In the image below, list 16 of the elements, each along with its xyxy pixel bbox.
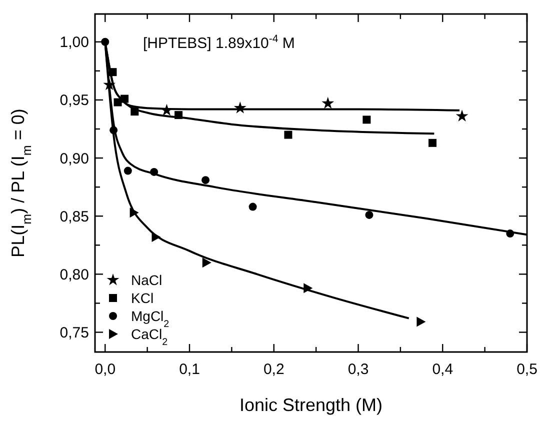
x-axis-title: Ionic Strength (M) — [239, 395, 383, 415]
y-tick-label: 1,00 — [60, 34, 89, 52]
x-tick-label: 0,2 — [263, 361, 284, 378]
x-tick-label: 0,5 — [516, 361, 538, 378]
y-tick-label: 0,95 — [60, 92, 89, 110]
y-tick-label: 0,90 — [60, 150, 89, 168]
legend-label: NaCl — [131, 272, 162, 288]
y-tick-label: 0,80 — [60, 266, 89, 284]
annotation: [HPTEBS] 1.89x10$^{-4}$ M — [143, 33, 295, 52]
legend-label: KCl — [131, 290, 154, 306]
y-tick-label: 0,85 — [60, 208, 89, 226]
x-tick-label: 0,0 — [94, 361, 116, 378]
y-tick-label: 0,75 — [60, 324, 89, 342]
x-tick-label: 0,3 — [348, 361, 369, 378]
x-tick-label: 0,1 — [179, 361, 200, 378]
x-tick-label: 0,4 — [432, 361, 454, 378]
